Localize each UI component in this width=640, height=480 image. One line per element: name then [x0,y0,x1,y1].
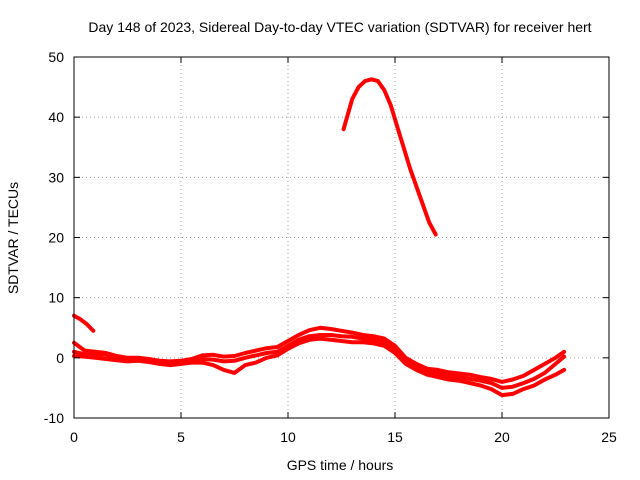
y-tick-label: -10 [44,410,64,426]
x-tick-label: 20 [494,429,510,445]
tick-layer: 0 5 10 15 20 25 -10 0 10 20 30 40 50 [44,49,617,445]
y-tick-label: 50 [48,49,64,65]
x-tick-label: 10 [280,429,296,445]
y-tick-label: 30 [48,169,64,185]
chart-title: Day 148 of 2023, Sidereal Day-to-day VTE… [88,19,591,35]
x-tick-label: 15 [387,429,403,445]
y-axis-label: SDTVAR / TECUs [5,182,21,294]
x-axis-label: GPS time / hours [287,457,394,473]
x-tick-label: 5 [177,429,185,445]
series-line-arc-4 [72,313,96,333]
y-tick-label: 0 [56,350,64,366]
series-layer [72,77,567,398]
series-line-arc-5 [341,77,438,237]
y-tick-label: 40 [48,109,64,125]
x-tick-label: 25 [601,429,617,445]
series-line-arc-3 [72,336,567,398]
y-tick-label: 10 [48,290,64,306]
y-tick-label: 20 [48,230,64,246]
series-line-arc-2 [72,325,567,384]
x-tick-label: 0 [70,429,78,445]
